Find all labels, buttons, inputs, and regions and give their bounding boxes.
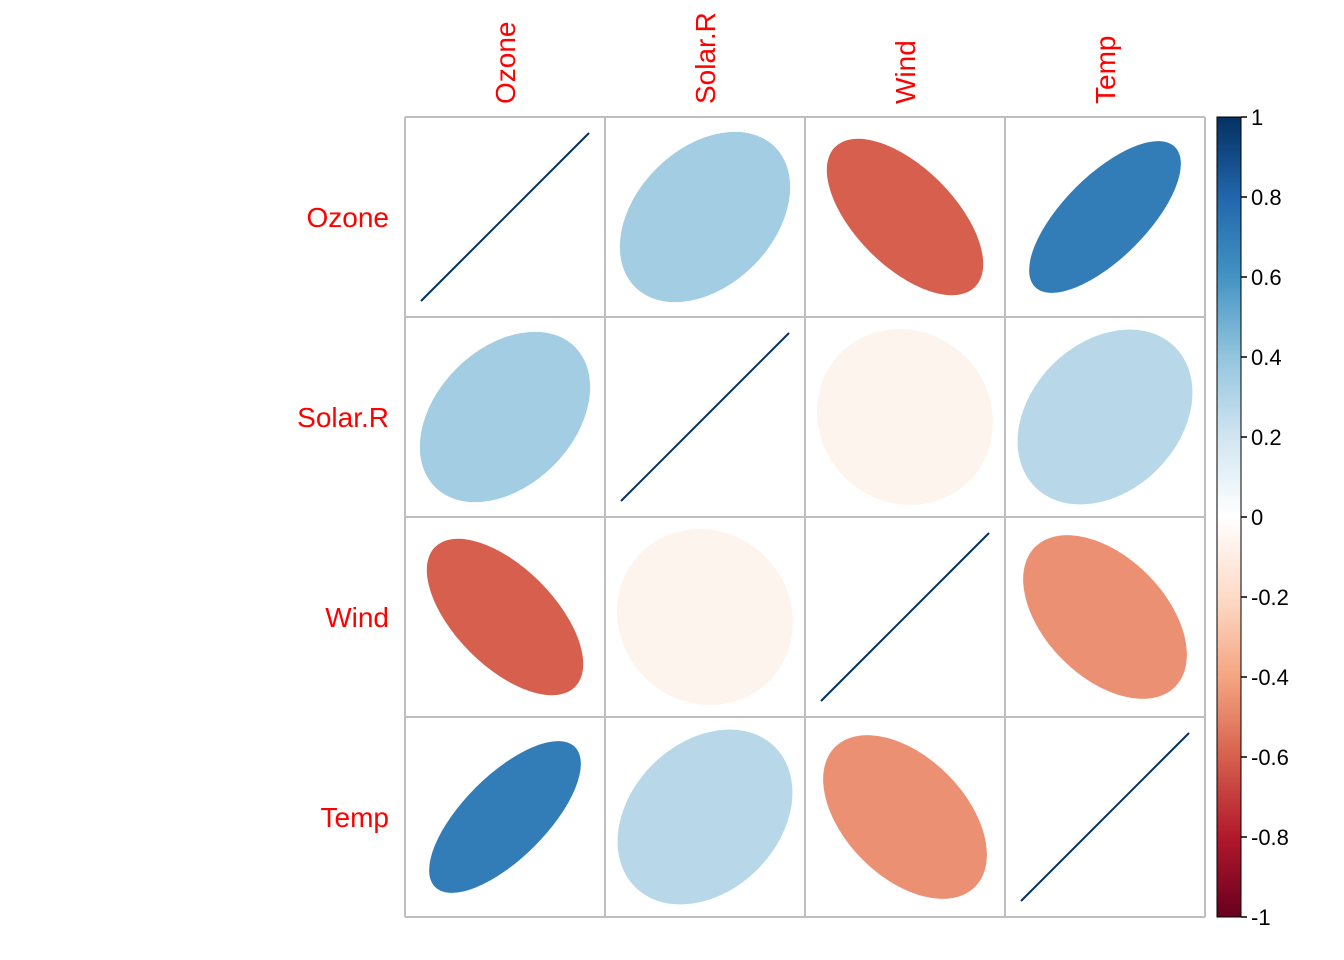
colorbar-tick-label: -0.2: [1251, 585, 1289, 610]
ellipse-Ozone-Ozone: [420, 132, 590, 302]
colorbar-tick-label: -0.4: [1251, 665, 1289, 690]
col-label-Solar.R: Solar.R: [690, 12, 721, 104]
row-label-Solar.R: Solar.R: [297, 402, 389, 433]
row-label-Ozone: Ozone: [307, 202, 390, 233]
ellipse-Solar.R-Wind: [816, 328, 994, 506]
colorbar-tick-label: 0.4: [1251, 345, 1282, 370]
ellipse-Wind-Temp: [1023, 535, 1187, 699]
colorbar: 1 0.8 0.6 0.4 0.2 0 -0.2 -0.4 -0.6 -0.8 -1: [1216, 105, 1289, 930]
row-label-Wind: Wind: [325, 602, 389, 633]
ellipse-Ozone-Solar.R: [619, 131, 791, 303]
col-label-Ozone: Ozone: [490, 22, 521, 105]
colorbar-tick-label: 0.6: [1251, 265, 1282, 290]
ellipse-Wind-Ozone: [426, 538, 584, 696]
colorbar-tick-label: 0: [1251, 505, 1263, 530]
ellipse-Ozone-Wind: [826, 138, 984, 296]
ellipse-Solar.R-Ozone: [419, 331, 591, 503]
ellipse-Ozone-Temp: [1029, 141, 1181, 293]
row-label-Temp: Temp: [321, 802, 389, 833]
ellipse-Temp-Temp: [1020, 732, 1190, 902]
grid-layer: [404, 116, 1206, 918]
col-label-Temp: Temp: [1090, 36, 1121, 104]
cells-layer: [419, 131, 1193, 905]
ellipse-Temp-Ozone: [429, 741, 581, 893]
colorbar-tick-label: 1: [1251, 105, 1263, 130]
col-label-Wind: Wind: [890, 40, 921, 104]
ellipse-Temp-Wind: [823, 735, 987, 899]
colorbar-tick-label: -0.6: [1251, 745, 1289, 770]
ellipse-Solar.R-Solar.R: [620, 332, 790, 502]
colorbar-tick-label: 0.2: [1251, 425, 1282, 450]
ellipse-Wind-Solar.R: [616, 528, 794, 706]
colorbar-tick-label: -1: [1251, 905, 1271, 930]
colorbar-tick-label: -0.8: [1251, 825, 1289, 850]
ellipse-Wind-Wind: [820, 532, 990, 702]
colorbar-gradient: [1216, 116, 1242, 918]
colorbar-tick-label: 0.8: [1251, 185, 1282, 210]
ellipse-Temp-Solar.R: [617, 729, 793, 905]
ellipse-Solar.R-Temp: [1017, 329, 1193, 505]
labels-layer: Ozone Solar.R Wind Temp Ozone Solar.R Wind Temp: [297, 12, 1121, 833]
